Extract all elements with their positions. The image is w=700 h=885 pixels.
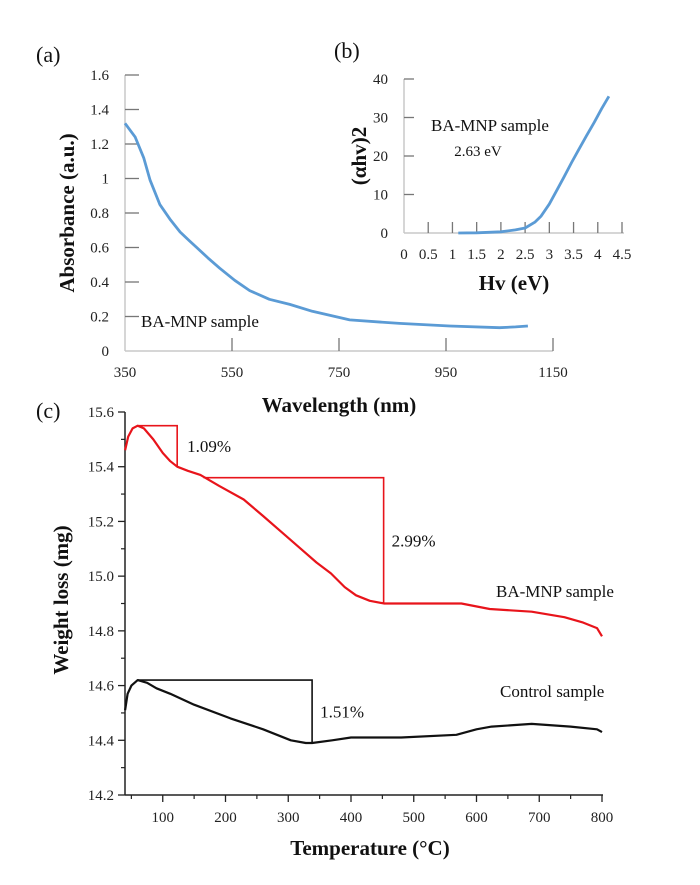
panel-b-y-tick-label: 30	[373, 111, 388, 127]
panel-c-series-ba-mnp	[124, 424, 603, 637]
panel-b-y-title: (αhv)2	[347, 127, 371, 185]
panel-c-bracket-label: 1.51%	[320, 703, 364, 722]
panel-b-x-tick-label: 4.5	[613, 247, 632, 263]
panel-b-x-tick-label: 0.5	[419, 247, 438, 263]
panel-b-x-title: Hv (eV)	[479, 271, 550, 295]
panel-c-bracket	[203, 476, 385, 604]
panel-c-bracket-label: 2.99%	[392, 532, 436, 551]
panel-c-x-tick-label: 500	[403, 810, 426, 826]
panel-c-tga-chart: 14.2 14.4 14.6 14.8 15.0 15.2 15.4 15.6 100 200 3…	[49, 405, 614, 860]
panel-c-bracket	[137, 679, 313, 744]
panel-a-y-tick-label: 0.4	[90, 275, 109, 291]
panel-b-y-tick-label: 40	[373, 72, 388, 88]
panel-a-y-tick-label: 1	[102, 172, 110, 188]
panel-a-x-tick-label: 550	[221, 365, 244, 381]
panel-c-x-tick-label: 300	[277, 810, 300, 826]
panel-a-y-title: Absorbance (a.u.)	[55, 133, 79, 292]
panel-c-x-tick-label: 400	[340, 810, 363, 826]
panel-b-x-tick-label: 4	[594, 247, 602, 263]
panel-b-y-tick-label: 10	[373, 188, 388, 204]
panel-a-x-title: Wavelength (nm)	[262, 393, 417, 417]
panel-a-absorbance-chart: 0 0.2 0.4 0.6 0.8 1 1.2 1.4 1.6 350 550 750 950 1150…	[55, 68, 568, 417]
panel-b-x-tick-label: 1	[449, 247, 457, 263]
panel-c-bracket-label: 1.09%	[187, 437, 231, 456]
panel-a-y-tick-label: 0.6	[90, 241, 109, 257]
panel-a-y-tick-label: 1.6	[90, 68, 109, 84]
panel-c-series-control	[124, 679, 603, 745]
panel-a-x-tick-label: 1150	[538, 365, 567, 381]
panel-a-x-tick-label: 350	[114, 365, 137, 381]
panel-a-y-tick-label: 1.2	[90, 137, 109, 153]
panel-a-y-tick-label: 1.4	[90, 103, 109, 119]
panel-b-y-tick-label: 0	[381, 226, 389, 242]
panel-c-annotation-control: Control sample	[500, 682, 604, 701]
panel-c-y-tick-label: 14.8	[88, 624, 114, 640]
panel-label-a: (a)	[36, 42, 60, 67]
panel-b-tauc-chart: 0 10 20 30 40 0 0.5 1 1.5 2 2.5 3 3.5 4 4.5 BA-MNP sa…	[347, 72, 631, 295]
panel-c-y-tick-label: 14.2	[88, 788, 114, 804]
panel-c-x-title: Temperature (°C)	[290, 836, 449, 860]
panel-b-x-tick-label: 3.5	[564, 247, 583, 263]
panel-b-x-tick-label: 3	[546, 247, 554, 263]
panel-a-x-tick-label: 950	[435, 365, 458, 381]
panel-c-y-tick-label: 15.4	[88, 460, 115, 476]
panel-c-y-tick-label: 15.0	[88, 569, 114, 585]
panel-b-x-tick-label: 2.5	[516, 247, 535, 263]
panel-label-b: (b)	[334, 38, 360, 63]
panel-label-c: (c)	[36, 398, 60, 423]
panel-c-x-tick-label: 600	[465, 810, 488, 826]
panel-b-annotation-bandgap: 2.63 eV	[454, 144, 502, 160]
panel-c-x-tick-label: 200	[214, 810, 237, 826]
panel-c-bracket	[137, 424, 178, 467]
panel-b-x-tick-label: 2	[497, 247, 505, 263]
panel-c-x-tick-label: 700	[528, 810, 551, 826]
panel-b-series-line	[458, 95, 611, 235]
panel-a-annotation: BA-MNP sample	[141, 312, 259, 331]
panel-c-x-tick-label: 100	[152, 810, 175, 826]
panel-a-y-tick-label: 0	[102, 344, 110, 360]
panel-a-y-tick-label: 0.2	[90, 310, 109, 326]
panel-a-y-tick-label: 0.8	[90, 206, 109, 222]
panel-c-y-tick-label: 15.6	[88, 405, 115, 421]
panel-c-x-tick-label: 800	[591, 810, 614, 826]
panel-c-annotation-ba-mnp: BA-MNP sample	[496, 582, 614, 601]
panel-b-y-tick-label: 20	[373, 149, 388, 165]
panel-c-y-tick-label: 15.2	[88, 514, 114, 530]
panel-b-x-tick-label: 1.5	[467, 247, 486, 263]
panel-a-series-line	[123, 122, 529, 330]
panel-c-y-tick-label: 14.6	[88, 679, 115, 695]
panel-b-x-tick-label: 0	[400, 247, 408, 263]
panel-a-x-tick-label: 750	[328, 365, 351, 381]
panel-b-annotation-sample: BA-MNP sample	[431, 116, 549, 135]
panel-c-y-tick-label: 14.4	[88, 733, 115, 749]
panel-c-y-title: Weight loss (mg)	[49, 525, 73, 674]
